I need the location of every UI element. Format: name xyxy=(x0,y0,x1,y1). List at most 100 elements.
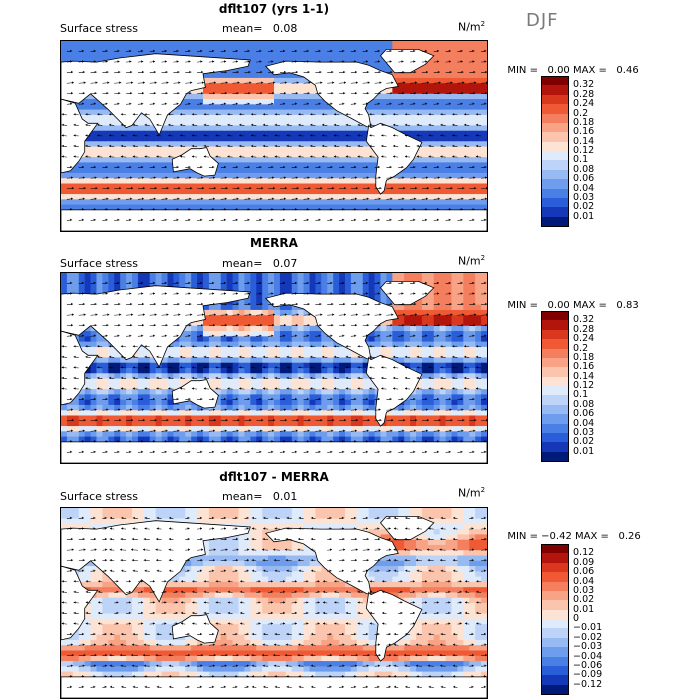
field-cell xyxy=(208,341,216,348)
field-cell xyxy=(185,120,192,127)
field-cell xyxy=(309,320,317,327)
field-cell xyxy=(161,188,169,195)
field-cell xyxy=(451,41,459,47)
field-cell xyxy=(469,278,476,285)
field-cell xyxy=(279,157,287,163)
field-cell xyxy=(78,283,86,290)
field-cell xyxy=(203,283,210,290)
field-cell xyxy=(161,162,169,169)
field-cell xyxy=(149,136,157,142)
field-cell xyxy=(463,67,470,74)
field-cell xyxy=(96,136,104,142)
field-cell xyxy=(291,304,299,311)
field-cell xyxy=(481,136,487,142)
stress-vector-head xyxy=(354,218,357,222)
field-cell xyxy=(84,278,92,285)
field-cell xyxy=(421,109,429,116)
field-cell xyxy=(238,172,246,179)
field-cell xyxy=(427,120,435,127)
field-cell xyxy=(143,204,151,211)
field-cell xyxy=(185,114,192,121)
colorbar-tick-label: 0.16 xyxy=(573,126,595,138)
field-cell xyxy=(463,46,470,53)
field-cell xyxy=(410,99,417,105)
field-cell xyxy=(203,141,210,148)
field-cell xyxy=(197,178,204,185)
field-cell xyxy=(457,294,464,300)
field-cell xyxy=(197,325,204,332)
field-cell xyxy=(143,162,151,169)
field-cell xyxy=(333,178,340,185)
field-cell xyxy=(297,99,305,105)
field-cell xyxy=(279,336,287,343)
stress-vector-head xyxy=(191,144,194,148)
stress-vector-head xyxy=(310,113,313,116)
stress-vector-head xyxy=(141,218,144,222)
stress-vector-head xyxy=(484,165,487,169)
stress-vector-head xyxy=(428,123,431,127)
field-cell xyxy=(238,325,246,332)
field-cell xyxy=(463,199,470,206)
field-cell xyxy=(208,83,216,90)
field-cell xyxy=(96,157,104,163)
field-cell xyxy=(102,120,109,127)
stress-vector-head xyxy=(153,70,156,74)
field-cell xyxy=(220,146,228,153)
field-cell xyxy=(173,46,180,53)
field-cell xyxy=(262,167,269,174)
field-cell xyxy=(137,114,145,121)
stress-vector-head xyxy=(71,91,74,95)
field-cell xyxy=(427,336,435,343)
colorbar-swatch xyxy=(541,207,569,218)
field-cell xyxy=(262,309,269,316)
field-cell xyxy=(179,199,186,206)
stress-vector-head xyxy=(261,186,264,190)
stress-vector-head xyxy=(223,49,226,53)
field-cell xyxy=(238,309,246,316)
field-cell xyxy=(262,346,269,353)
stress-vector-head xyxy=(176,218,179,222)
field-cell xyxy=(232,167,240,174)
field-cell xyxy=(279,109,287,116)
colorbar-tick-label: 0.01 xyxy=(573,210,595,222)
stress-vector-head xyxy=(428,144,431,148)
field-cell xyxy=(392,204,399,211)
field-cell xyxy=(167,199,175,206)
field-cell xyxy=(197,194,204,200)
field-cell xyxy=(262,172,269,179)
field-cell xyxy=(78,56,86,63)
field-cell xyxy=(161,199,169,206)
field-cell xyxy=(475,178,482,185)
field-cell xyxy=(268,199,275,206)
stress-vector-head xyxy=(484,102,487,105)
field-cell xyxy=(191,114,198,121)
field-cell xyxy=(244,341,251,348)
field-cell xyxy=(421,320,429,327)
field-cell xyxy=(421,62,429,68)
field-cell xyxy=(143,199,151,206)
field-cell xyxy=(256,294,263,300)
field-cell xyxy=(250,304,257,311)
field-cell xyxy=(362,278,370,285)
field-cell xyxy=(191,199,198,206)
field-cell xyxy=(345,167,352,174)
field-cell xyxy=(315,157,322,163)
field-cell xyxy=(96,341,104,348)
field-cell xyxy=(208,172,216,179)
stress-vector-head xyxy=(132,155,135,158)
field-cell xyxy=(445,151,453,158)
field-cell xyxy=(339,136,346,142)
field-cell xyxy=(451,167,459,174)
field-cell xyxy=(143,46,151,53)
field-cell xyxy=(380,99,388,105)
field-cell xyxy=(356,51,364,58)
field-cell xyxy=(173,341,180,348)
field-cell xyxy=(279,56,287,63)
stress-vector-head xyxy=(141,60,144,63)
field-cell xyxy=(285,283,293,290)
stress-vector-head xyxy=(94,197,97,200)
field-cell xyxy=(197,199,204,206)
field-cell xyxy=(256,125,263,132)
stress-vector-head xyxy=(70,218,73,222)
field-cell xyxy=(481,172,487,179)
